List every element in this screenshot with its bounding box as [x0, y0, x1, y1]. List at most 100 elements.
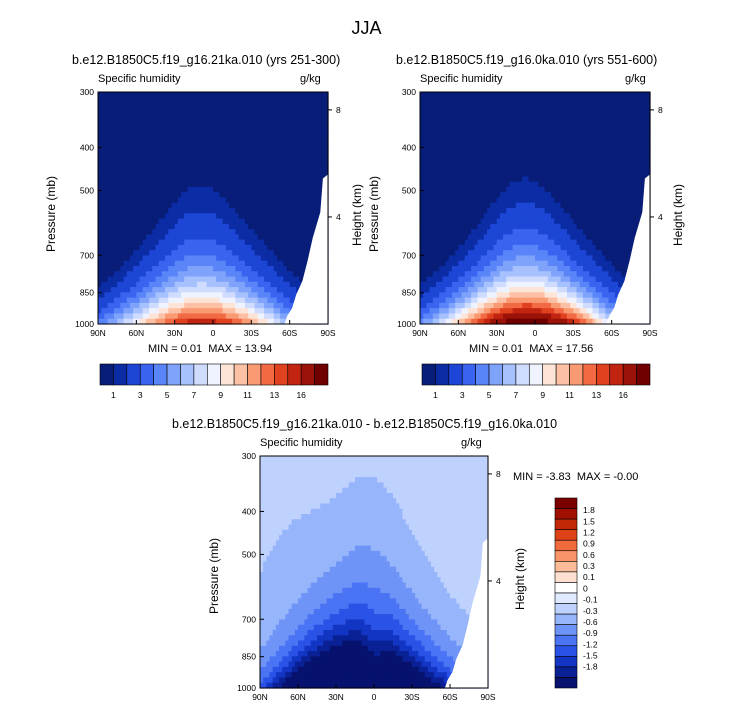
panel1-cell — [289, 128, 294, 135]
panel1-cell — [251, 139, 256, 146]
panel1-cell — [302, 181, 307, 188]
panel1-cell — [142, 113, 147, 119]
panel1-cell — [126, 171, 131, 177]
panel1-cell — [244, 107, 249, 114]
panel1-cell — [123, 92, 128, 98]
panel1-cell — [273, 171, 278, 177]
panel1-cell — [209, 171, 214, 177]
panel1-cell — [101, 107, 105, 114]
panel1-cell — [136, 113, 141, 119]
panel1-cell — [273, 186, 278, 193]
panel1-cell — [222, 139, 227, 146]
panel1-cell — [190, 139, 195, 146]
panel1-cell — [126, 192, 131, 199]
panel1-cell — [203, 113, 208, 119]
panel1-cell — [222, 118, 227, 125]
panel1-cell — [209, 118, 214, 125]
panel1-cell — [225, 128, 230, 135]
panel1-cell — [117, 171, 121, 177]
panel1-cell — [251, 128, 256, 135]
panel1-cell — [104, 186, 109, 193]
panel1-cell — [101, 176, 105, 183]
panel1-cell — [206, 171, 211, 177]
panel1-cell — [200, 176, 205, 183]
panel1-cell — [324, 123, 329, 130]
panel1-cell — [296, 118, 300, 125]
panel1-cell — [123, 123, 128, 130]
panel1-cell — [190, 92, 195, 98]
panel1-cell — [129, 123, 134, 130]
panel1-cell — [257, 186, 262, 193]
panel1-cell — [155, 176, 160, 183]
panel1-cell — [120, 118, 125, 125]
panel1-cell — [276, 134, 281, 141]
panel1-cell — [296, 197, 300, 204]
panel1-cell — [187, 97, 192, 104]
panel1-cell — [200, 134, 205, 141]
panel1-cell — [133, 202, 137, 209]
panel1-cell — [203, 97, 208, 104]
panel1-cell — [276, 181, 281, 188]
panel1-cell — [129, 150, 134, 156]
panel1-cell — [219, 144, 224, 151]
panel1-cell — [267, 181, 272, 188]
panel1-cell — [283, 144, 288, 151]
panel1-cell — [133, 155, 137, 162]
panel1-cell — [267, 186, 272, 193]
panel1-cell — [251, 202, 256, 209]
panel1-cell — [152, 155, 157, 162]
panel1-cell — [152, 113, 157, 119]
panel1-cell — [241, 139, 246, 146]
panel1-cell — [174, 160, 179, 167]
panel1-cell — [225, 134, 230, 141]
panel1-cell — [107, 160, 112, 167]
panel1-cell — [267, 118, 272, 125]
panel1-cell — [315, 192, 320, 199]
panel1-cell — [302, 139, 307, 146]
panel1-cell — [145, 102, 150, 109]
panel1-cell — [190, 165, 195, 172]
panel1-cell — [276, 144, 281, 151]
panel1-cell — [216, 186, 220, 193]
panel1-cell — [149, 165, 153, 172]
panel1-cell — [286, 102, 291, 109]
panel1-cell — [280, 176, 284, 183]
panel1-cell — [101, 202, 105, 209]
panel1-cell — [165, 202, 169, 209]
panel1-cell — [248, 181, 252, 188]
panel1-cell — [302, 186, 307, 193]
panel1-cell — [155, 128, 160, 135]
panel1-cell — [283, 197, 288, 204]
panel1-cell — [267, 107, 272, 114]
panel1-cell — [120, 160, 125, 167]
panel1-cell — [107, 144, 112, 151]
panel1-cell — [123, 160, 128, 167]
panel1-cell — [213, 113, 217, 119]
panel1-cell — [321, 150, 326, 156]
panel1-cell — [113, 155, 118, 162]
panel1-cell — [139, 144, 144, 151]
panel1-cell — [248, 171, 252, 177]
panel1-cell — [155, 165, 160, 172]
panel1-cell — [315, 165, 320, 172]
panel1-cell — [251, 134, 256, 141]
panel1-cell — [142, 134, 147, 141]
panel1-cell — [187, 202, 192, 209]
panel1-cell — [123, 107, 128, 114]
panel1-cell — [296, 171, 300, 177]
panel1-cell — [289, 118, 294, 125]
panel1-cell — [181, 92, 185, 98]
panel1-cell — [117, 144, 121, 151]
panel1-cell — [193, 186, 198, 193]
panel1-cell — [315, 197, 320, 204]
panel1-cell — [225, 160, 230, 167]
panel1-cell — [228, 118, 233, 125]
panel1-cell — [174, 118, 179, 125]
panel1-cell — [142, 171, 147, 177]
panel1-cell — [187, 197, 192, 204]
panel1-cell — [296, 186, 300, 193]
panel1-cell — [110, 92, 115, 98]
panel1-cell — [267, 128, 272, 135]
panel1-cell — [110, 160, 115, 167]
panel1-cell — [98, 113, 102, 119]
